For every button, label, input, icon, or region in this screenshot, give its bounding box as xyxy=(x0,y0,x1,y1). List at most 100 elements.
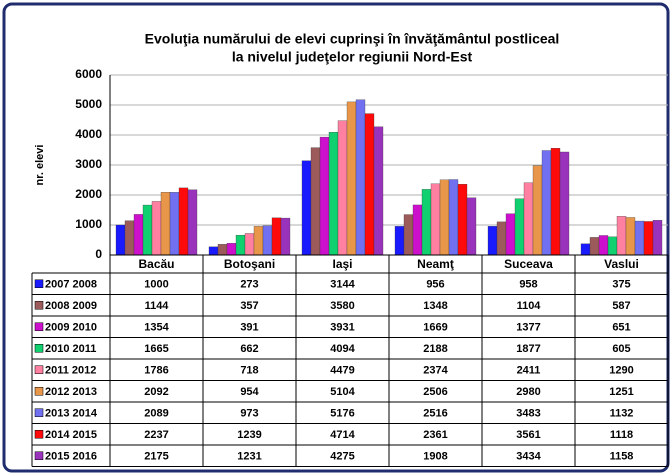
table-value: 3483 xyxy=(516,408,540,420)
bar xyxy=(412,204,423,256)
bar xyxy=(355,99,366,256)
legend-label: 2011 2012 xyxy=(45,365,96,377)
table-value: 2361 xyxy=(423,429,447,441)
table-value: 1665 xyxy=(144,343,168,355)
bar xyxy=(271,217,282,256)
legend-key xyxy=(34,279,44,288)
table-value: 1118 xyxy=(610,429,633,441)
table-value: 718 xyxy=(240,365,258,377)
bar xyxy=(346,101,357,256)
table-value: 4275 xyxy=(330,451,354,463)
table-value: 2374 xyxy=(423,365,448,377)
table-value: 3561 xyxy=(516,429,540,441)
bar xyxy=(394,226,405,256)
bar xyxy=(457,184,468,256)
y-axis-label: nr. elevi xyxy=(34,145,46,186)
table-value: 1132 xyxy=(610,408,634,420)
legend-key xyxy=(34,430,44,439)
legend-key xyxy=(34,344,44,353)
table-value: 956 xyxy=(426,279,444,291)
table-value: 3434 xyxy=(516,451,541,463)
table-value: 651 xyxy=(612,322,630,334)
bar xyxy=(217,244,228,256)
y-tick-label: 4000 xyxy=(75,127,102,141)
table-value: 273 xyxy=(240,279,258,291)
table-value: 2506 xyxy=(423,386,447,398)
bar xyxy=(643,221,654,256)
table-value: 391 xyxy=(240,322,258,334)
bar xyxy=(550,148,561,256)
table-value: 1786 xyxy=(144,365,168,377)
table-value: 357 xyxy=(240,300,258,312)
bar xyxy=(466,197,477,256)
table-value: 2188 xyxy=(423,343,447,355)
legend-key xyxy=(34,322,44,331)
bar xyxy=(373,126,384,256)
bar xyxy=(208,246,219,256)
bar xyxy=(598,235,609,256)
bar xyxy=(607,236,618,256)
bar xyxy=(616,216,627,256)
legend-label: 2007 2008 xyxy=(45,279,97,291)
table-value: 958 xyxy=(519,279,537,291)
y-tick-label: 3000 xyxy=(75,157,102,171)
chart-title: la nivelul judeţelor regiunii Nord-Est xyxy=(232,49,473,65)
table-value: 5176 xyxy=(330,408,354,420)
bar xyxy=(448,179,459,256)
table-value: 2516 xyxy=(423,408,447,420)
table-value: 2175 xyxy=(144,451,168,463)
bar xyxy=(652,220,663,256)
bar xyxy=(634,220,645,256)
table-value: 4479 xyxy=(330,365,354,377)
x-tick-label: Botoşani xyxy=(224,257,275,271)
legend-label: 2012 2013 xyxy=(45,386,97,398)
legend-label: 2008 2009 xyxy=(45,300,97,312)
bar xyxy=(559,151,570,256)
x-tick-label: Iaşi xyxy=(332,257,352,271)
bar xyxy=(280,217,291,256)
bar xyxy=(364,113,375,256)
bar xyxy=(142,204,153,256)
bar xyxy=(169,192,180,256)
table-value: 1231 xyxy=(237,451,261,463)
bar xyxy=(421,189,432,256)
bar xyxy=(310,147,321,256)
table-value: 2237 xyxy=(144,429,168,441)
y-tick-label: 5000 xyxy=(75,97,102,111)
bar xyxy=(187,189,198,256)
table-value: 1000 xyxy=(144,279,168,291)
table-value: 1158 xyxy=(610,451,634,463)
bar xyxy=(430,183,441,256)
bar xyxy=(115,224,126,256)
bar xyxy=(487,226,498,256)
table-value: 1354 xyxy=(144,322,169,334)
bar xyxy=(514,198,525,256)
table-value: 587 xyxy=(612,300,630,312)
bar xyxy=(541,150,552,256)
legend-label: 2014 2015 xyxy=(45,429,97,441)
table-value: 4094 xyxy=(330,343,355,355)
bar xyxy=(301,160,312,256)
table-value: 973 xyxy=(240,408,258,420)
legend-key xyxy=(34,451,44,460)
table-value: 3580 xyxy=(330,300,354,312)
table-value: 1877 xyxy=(516,343,540,355)
legend-label: 2015 2016 xyxy=(45,451,97,463)
y-tick-label: 6000 xyxy=(75,67,102,81)
table-value: 1239 xyxy=(237,429,261,441)
x-tick-label: Suceava xyxy=(504,257,553,271)
bar xyxy=(226,243,237,256)
legend-key xyxy=(34,387,44,396)
table-value: 5104 xyxy=(330,386,355,398)
table-value: 605 xyxy=(612,343,630,355)
table-value: 4714 xyxy=(330,429,355,441)
table-value: 662 xyxy=(240,343,258,355)
table-value: 1377 xyxy=(516,322,540,334)
bar xyxy=(133,214,144,256)
bar xyxy=(178,187,189,256)
table-value: 375 xyxy=(612,279,630,291)
x-tick-label: Vaslui xyxy=(604,257,639,271)
bar xyxy=(505,213,516,256)
table-value: 3144 xyxy=(330,279,355,291)
